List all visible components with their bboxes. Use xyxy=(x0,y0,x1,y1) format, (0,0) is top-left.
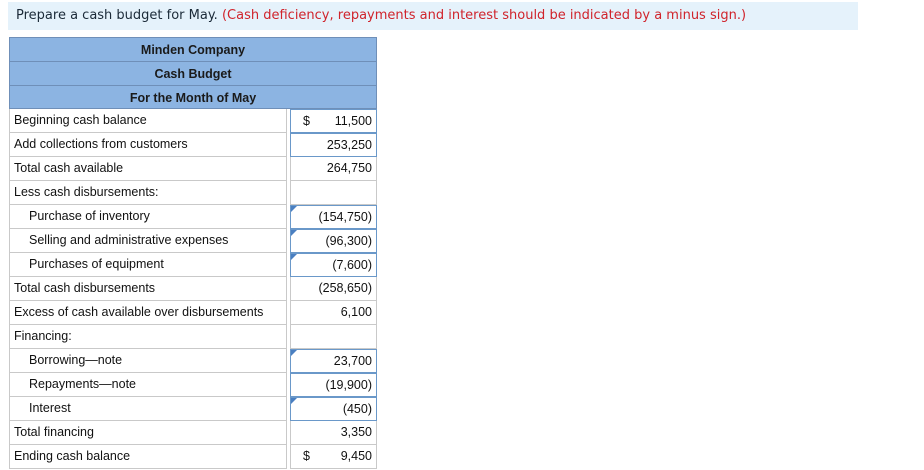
amount-input[interactable]: (450) xyxy=(290,397,377,421)
amount-cell: $ 9,450 xyxy=(290,445,377,469)
instruction-note: (Cash deficiency, repayments and interes… xyxy=(221,8,747,23)
table-row-borrowing: Borrowing—note 23,700 xyxy=(9,349,377,373)
instruction-banner: Prepare a cash budget for May. (Cash def… xyxy=(8,2,858,30)
table-row-financing: Financing: xyxy=(9,325,377,349)
dollar-sign: $ xyxy=(303,449,310,463)
row-label: Repayments—note xyxy=(9,373,287,397)
amount-value: 253,250 xyxy=(326,138,372,152)
input-marker-icon xyxy=(291,206,297,212)
table-row-equipment: Purchases of equipment (7,600) xyxy=(9,253,377,277)
amount-value: 3,350 xyxy=(340,425,372,439)
row-label: Financing: xyxy=(9,325,287,349)
table-row-repayments: Repayments—note (19,900) xyxy=(9,373,377,397)
period-header: For the Month of May xyxy=(9,85,377,109)
input-marker-icon xyxy=(291,350,297,356)
amount-value: 6,100 xyxy=(340,305,372,319)
amount-cell xyxy=(290,181,377,205)
row-label: Purchases of equipment xyxy=(9,253,287,277)
amount-cell: (258,650) xyxy=(290,277,377,301)
company-name-header: Minden Company xyxy=(9,37,377,61)
amount-cell xyxy=(290,325,377,349)
amount-input[interactable]: (96,300) xyxy=(290,229,377,253)
table-row-less-disbursements: Less cash disbursements: xyxy=(9,181,377,205)
row-label: Selling and administrative expenses xyxy=(9,229,287,253)
row-label: Add collections from customers xyxy=(9,133,287,157)
amount-value: 264,750 xyxy=(326,161,372,175)
statement-title-header: Cash Budget xyxy=(9,61,377,85)
row-label: Ending cash balance xyxy=(9,445,287,469)
row-label: Interest xyxy=(9,397,287,421)
amount-input[interactable]: $ 11,500 xyxy=(290,109,377,133)
amount-value: (258,650) xyxy=(318,281,372,295)
amount-input[interactable]: 253,250 xyxy=(290,133,377,157)
dollar-sign: $ xyxy=(303,114,310,128)
amount-cell: 264,750 xyxy=(290,157,377,181)
amount-value: 9,450 xyxy=(340,449,372,463)
amount-input[interactable]: (7,600) xyxy=(290,253,377,277)
table-row-total-disbursements: Total cash disbursements (258,650) xyxy=(9,277,377,301)
input-marker-icon xyxy=(291,230,297,236)
amount-value: (154,750) xyxy=(318,210,372,224)
row-label: Beginning cash balance xyxy=(9,109,287,133)
row-label: Borrowing—note xyxy=(9,349,287,373)
row-label: Purchase of inventory xyxy=(9,205,287,229)
amount-value: (96,300) xyxy=(325,234,372,248)
amount-cell: 6,100 xyxy=(290,301,377,325)
cash-budget-table: Minden Company Cash Budget For the Month… xyxy=(9,37,377,469)
table-row-beginning-cash: Beginning cash balance $ 11,500 xyxy=(9,109,377,133)
amount-input[interactable]: (154,750) xyxy=(290,205,377,229)
input-marker-icon xyxy=(291,398,297,404)
amount-cell: 3,350 xyxy=(290,421,377,445)
amount-input[interactable]: (19,900) xyxy=(290,373,377,397)
amount-value: (7,600) xyxy=(332,258,372,272)
table-row-ending-cash: Ending cash balance $ 9,450 xyxy=(9,445,377,469)
table-row-collections: Add collections from customers 253,250 xyxy=(9,133,377,157)
table-row-purchase-inventory: Purchase of inventory (154,750) xyxy=(9,205,377,229)
table-row-total-available: Total cash available 264,750 xyxy=(9,157,377,181)
amount-value: 23,700 xyxy=(333,354,372,368)
amount-value: 11,500 xyxy=(334,114,372,128)
input-marker-icon xyxy=(291,254,297,260)
amount-value: (450) xyxy=(342,402,372,416)
amount-input[interactable]: 23,700 xyxy=(290,349,377,373)
amount-value: (19,900) xyxy=(325,378,372,392)
instruction-text: Prepare a cash budget for May. xyxy=(16,8,218,23)
table-row-interest: Interest (450) xyxy=(9,397,377,421)
table-row-selling-admin: Selling and administrative expenses (96,… xyxy=(9,229,377,253)
table-row-total-financing: Total financing 3,350 xyxy=(9,421,377,445)
row-label: Less cash disbursements: xyxy=(9,181,287,205)
row-label: Excess of cash available over disburseme… xyxy=(9,301,287,325)
table-row-excess: Excess of cash available over disburseme… xyxy=(9,301,377,325)
row-label: Total cash disbursements xyxy=(9,277,287,301)
row-label: Total financing xyxy=(9,421,287,445)
row-label: Total cash available xyxy=(9,157,287,181)
